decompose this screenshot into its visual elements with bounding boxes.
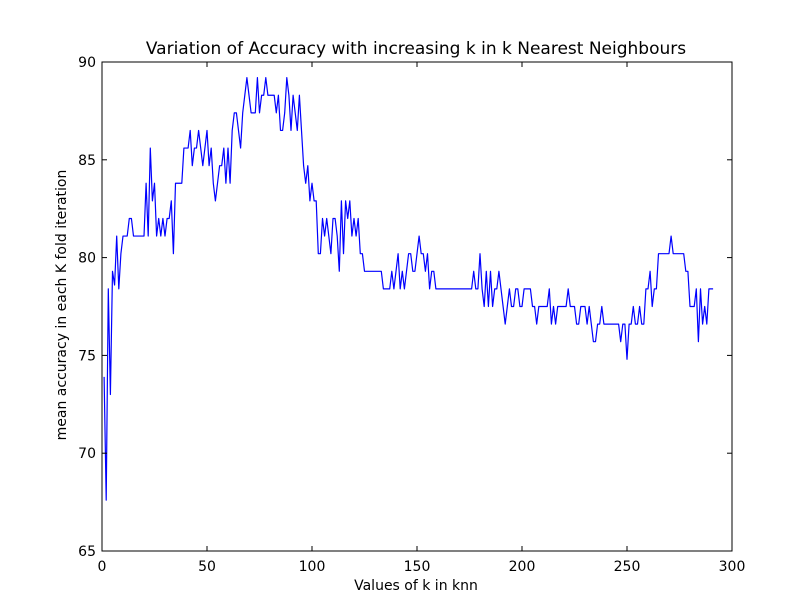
y-tick-label: 90: [78, 55, 96, 71]
y-tick-label: 70: [78, 446, 96, 462]
x-tick-label: 300: [719, 559, 746, 575]
x-tick-label: 100: [299, 559, 326, 575]
x-tick-label: 0: [98, 559, 107, 575]
plot-area: 0 50 100 150 200 250 300 65 70 75 80 85 90: [78, 55, 745, 575]
x-axis-title: Values of k in knn: [354, 578, 478, 594]
y-axis-title: mean accuracy in each K fold iteration: [54, 170, 70, 441]
x-tick-label: 50: [198, 559, 216, 575]
y-tick-label: 80: [78, 251, 96, 267]
y-tick-label: 65: [78, 544, 96, 560]
x-tick-label: 250: [614, 559, 641, 575]
chart-title: Variation of Accuracy with increasing k …: [146, 39, 686, 59]
x-tick-label: 200: [509, 559, 536, 575]
x-tick-label: 150: [404, 559, 431, 575]
y-tick-label: 75: [78, 348, 96, 364]
series-line-0: [103, 77, 714, 501]
y-tick-label: 85: [78, 153, 96, 169]
